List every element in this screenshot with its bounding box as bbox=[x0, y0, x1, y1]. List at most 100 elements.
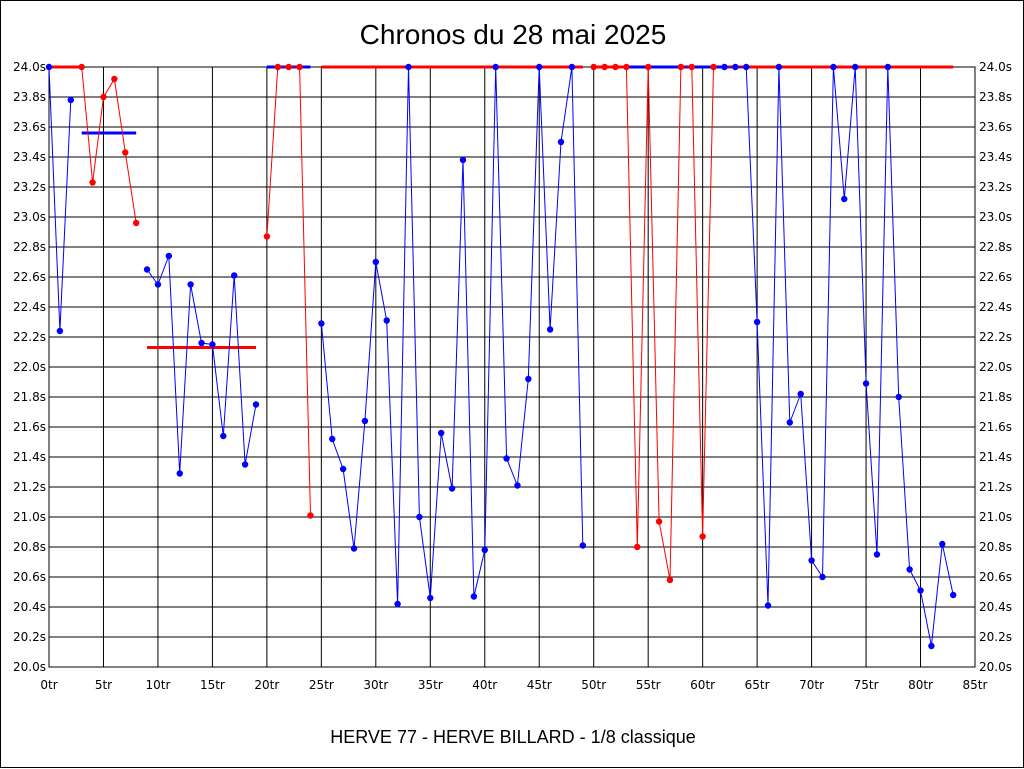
y-tick-label-left: 22.0s bbox=[13, 360, 46, 374]
data-point bbox=[950, 591, 957, 599]
series-line bbox=[146, 255, 257, 474]
data-point bbox=[78, 63, 85, 71]
data-point bbox=[470, 593, 478, 600]
x-tick-label: 60tr bbox=[690, 678, 715, 692]
x-tick-label: 15tr bbox=[200, 678, 225, 692]
data-point bbox=[568, 63, 576, 71]
data-point bbox=[143, 266, 151, 273]
data-point bbox=[590, 63, 597, 71]
y-tick-label-left: 23.8s bbox=[13, 90, 46, 104]
axes: 20.0s 20.0s 20.2s 20.2s 20.4s 20.4s 20.6s 20.6s… bbox=[13, 60, 1012, 692]
data-point bbox=[220, 432, 227, 440]
y-tick-label-left: 20.4s bbox=[13, 600, 46, 614]
y-tick-label-right: 21.6s bbox=[979, 420, 1012, 434]
x-tick-label: 70tr bbox=[799, 678, 824, 692]
data-point bbox=[862, 380, 870, 387]
data-point bbox=[666, 576, 674, 584]
data-point bbox=[89, 179, 96, 186]
data-point bbox=[100, 93, 107, 101]
y-tick-label-right: 22.8s bbox=[979, 240, 1012, 254]
data-point bbox=[884, 63, 892, 71]
y-tick-label-right: 20.6s bbox=[979, 570, 1012, 584]
data-point bbox=[732, 63, 739, 71]
x-tick-label: 50tr bbox=[581, 678, 606, 692]
data-point bbox=[361, 417, 369, 425]
data-point bbox=[503, 455, 510, 462]
data-point bbox=[45, 63, 53, 71]
x-tick-label: 30tr bbox=[363, 678, 388, 692]
x-tick-label: 40tr bbox=[472, 678, 497, 692]
x-tick-label: 80tr bbox=[908, 678, 933, 692]
data-point bbox=[873, 551, 881, 558]
chart-title: Chronos du 28 mai 2025 bbox=[360, 19, 667, 50]
data-point bbox=[677, 63, 685, 71]
data-point bbox=[841, 195, 848, 203]
series-line bbox=[724, 66, 954, 647]
data-point bbox=[710, 63, 717, 71]
y-tick-label-left: 21.4s bbox=[13, 450, 46, 464]
data-point bbox=[655, 518, 663, 525]
data-point bbox=[753, 318, 761, 326]
y-tick-label-left: 20.6s bbox=[13, 570, 46, 584]
data-point bbox=[329, 435, 336, 443]
y-tick-label-left: 20.2s bbox=[13, 630, 46, 644]
x-tick-label: 5tr bbox=[95, 678, 112, 692]
data-point bbox=[644, 63, 652, 71]
data-point bbox=[525, 375, 532, 383]
y-tick-label-left: 20.8s bbox=[13, 540, 46, 554]
series-line bbox=[266, 66, 311, 516]
data-point bbox=[536, 63, 543, 71]
data-point bbox=[372, 258, 380, 266]
data-point bbox=[939, 540, 946, 548]
data-point bbox=[601, 63, 608, 71]
y-tick-label-right: 23.2s bbox=[979, 180, 1012, 194]
data-point bbox=[895, 393, 902, 401]
reference-lines bbox=[49, 65, 954, 349]
y-tick-label-right: 22.2s bbox=[979, 330, 1012, 344]
data-point bbox=[252, 401, 260, 408]
data-point bbox=[198, 339, 205, 347]
y-tick-label-left: 21.2s bbox=[13, 480, 46, 494]
y-tick-label-right: 23.4s bbox=[979, 150, 1012, 164]
data-point bbox=[231, 272, 238, 279]
series-line bbox=[81, 66, 137, 224]
data-point bbox=[187, 281, 194, 288]
data-point bbox=[721, 63, 728, 71]
data-point bbox=[339, 465, 347, 473]
data-points bbox=[45, 63, 957, 650]
y-tick-label-left: 23.2s bbox=[13, 180, 46, 194]
y-tick-label-left: 22.6s bbox=[13, 270, 46, 284]
data-point bbox=[612, 63, 619, 71]
data-point bbox=[165, 252, 173, 260]
x-tick-label: 0tr bbox=[40, 678, 57, 692]
y-tick-label-left: 20.0s bbox=[13, 660, 46, 674]
y-tick-label-right: 22.0s bbox=[979, 360, 1012, 374]
chart-subtitle: HERVE 77 - HERVE BILLARD - 1/8 classique bbox=[330, 727, 696, 747]
y-tick-label-left: 22.2s bbox=[13, 330, 46, 344]
data-point bbox=[318, 320, 325, 327]
data-point bbox=[56, 327, 64, 335]
data-point bbox=[437, 429, 445, 437]
grid bbox=[48, 66, 976, 668]
y-tick-label-left: 22.8s bbox=[13, 240, 46, 254]
data-point bbox=[819, 573, 826, 581]
data-point bbox=[764, 602, 772, 609]
data-point bbox=[67, 96, 74, 104]
y-tick-label-left: 23.6s bbox=[13, 120, 46, 134]
data-point bbox=[699, 533, 706, 540]
series-line bbox=[48, 66, 72, 332]
data-point bbox=[688, 63, 695, 71]
x-tick-label: 45tr bbox=[527, 678, 552, 692]
series bbox=[48, 66, 954, 647]
y-tick-label-right: 22.6s bbox=[979, 270, 1012, 284]
y-tick-label-right: 20.4s bbox=[979, 600, 1012, 614]
x-tick-label: 85tr bbox=[963, 678, 988, 692]
x-tick-label: 20tr bbox=[254, 678, 279, 692]
y-tick-label-left: 21.6s bbox=[13, 420, 46, 434]
y-tick-label-right: 21.8s bbox=[979, 390, 1012, 404]
data-point bbox=[383, 317, 390, 324]
y-tick-label-right: 20.8s bbox=[979, 540, 1012, 554]
data-point bbox=[285, 63, 292, 71]
y-tick-label-left: 21.0s bbox=[13, 510, 46, 524]
